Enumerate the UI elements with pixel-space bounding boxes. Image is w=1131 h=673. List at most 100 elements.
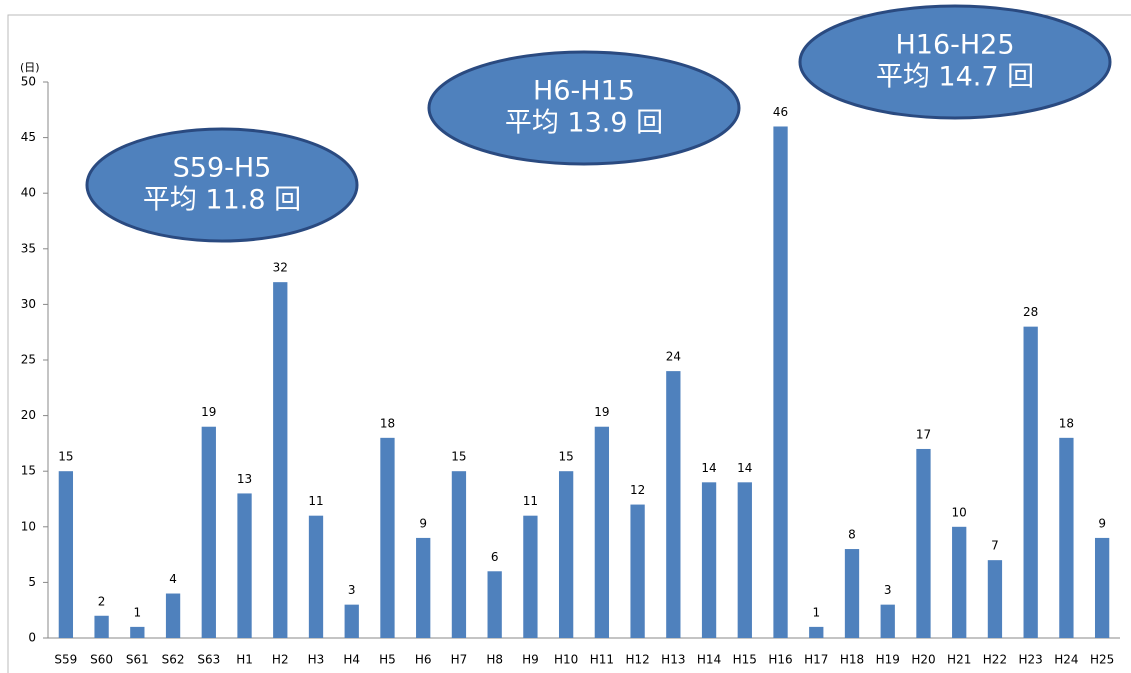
annotation-bubble bbox=[798, 4, 1112, 120]
x-tick-label: H10 bbox=[554, 653, 578, 667]
bar bbox=[916, 448, 931, 638]
x-tick-label: H15 bbox=[733, 653, 757, 667]
data-label: 12 bbox=[630, 483, 645, 497]
data-label: 1 bbox=[812, 605, 820, 619]
y-tick-label: 35 bbox=[21, 241, 36, 255]
y-tick-label: 45 bbox=[21, 130, 36, 144]
bar bbox=[380, 437, 395, 638]
x-tick-label: H9 bbox=[522, 653, 539, 667]
x-tick-label: H7 bbox=[451, 653, 468, 667]
x-tick-label: H16 bbox=[768, 653, 792, 667]
data-label: 32 bbox=[273, 261, 288, 275]
x-tick-label: H23 bbox=[1019, 653, 1043, 667]
bar bbox=[809, 626, 824, 638]
x-tick-label: H2 bbox=[272, 653, 289, 667]
data-label: 13 bbox=[237, 472, 252, 486]
bar bbox=[273, 282, 288, 638]
bar bbox=[130, 626, 145, 638]
data-label: 15 bbox=[58, 450, 73, 464]
bar bbox=[701, 482, 717, 638]
y-axis-unit: (日) bbox=[20, 61, 40, 74]
data-label: 14 bbox=[737, 461, 752, 475]
x-tick-label: H1 bbox=[236, 653, 253, 667]
x-tick-label: H6 bbox=[415, 653, 432, 667]
bar bbox=[880, 604, 895, 638]
bar bbox=[558, 471, 574, 638]
x-tick-label: H13 bbox=[661, 653, 685, 667]
data-label: 10 bbox=[952, 505, 967, 519]
bar bbox=[630, 504, 645, 638]
x-tick-label: H14 bbox=[697, 653, 721, 667]
annotation-text: H6-H15 bbox=[533, 76, 635, 107]
bar bbox=[594, 426, 610, 638]
bar bbox=[1023, 326, 1038, 638]
x-tick-label: H25 bbox=[1090, 653, 1114, 667]
bar bbox=[237, 493, 252, 638]
data-label: 11 bbox=[308, 494, 323, 508]
data-label: 17 bbox=[916, 427, 931, 441]
x-tick-label: H12 bbox=[625, 653, 649, 667]
y-tick-label: 0 bbox=[28, 631, 36, 645]
y-tick-label: 30 bbox=[21, 297, 36, 311]
x-tick-label: H22 bbox=[983, 653, 1007, 667]
data-label: 9 bbox=[1098, 516, 1106, 530]
bar bbox=[94, 615, 109, 638]
bar bbox=[1094, 537, 1110, 638]
x-tick-label: H17 bbox=[804, 653, 828, 667]
annotation-text: H16-H25 bbox=[895, 30, 1014, 61]
annotation-text: S59-H5 bbox=[173, 153, 272, 184]
data-label: 1 bbox=[134, 605, 142, 619]
x-tick-label: S63 bbox=[197, 653, 220, 667]
x-tick-label: S59 bbox=[54, 653, 77, 667]
y-tick-label: 25 bbox=[21, 353, 36, 367]
annotation-text: 平均 14.7 回 bbox=[876, 62, 1034, 93]
x-tick-label: H20 bbox=[911, 653, 935, 667]
bar bbox=[737, 482, 752, 638]
x-tick-label: H4 bbox=[343, 653, 360, 667]
x-tick-label: H24 bbox=[1054, 653, 1078, 667]
x-tick-label: H3 bbox=[308, 653, 325, 667]
x-tick-label: S61 bbox=[126, 653, 149, 667]
data-label: 15 bbox=[451, 450, 466, 464]
y-tick-label: 10 bbox=[21, 519, 36, 533]
bar bbox=[523, 515, 538, 638]
data-label: 18 bbox=[1059, 416, 1074, 430]
data-label: 28 bbox=[1023, 305, 1038, 319]
x-tick-label: H8 bbox=[486, 653, 503, 667]
data-label: 7 bbox=[991, 539, 999, 553]
y-tick-label: 50 bbox=[21, 75, 36, 89]
x-tick-label: H18 bbox=[840, 653, 864, 667]
data-label: 46 bbox=[773, 105, 788, 119]
data-label: 8 bbox=[848, 528, 856, 542]
data-label: 11 bbox=[523, 494, 538, 508]
data-label: 3 bbox=[348, 583, 356, 597]
chart-frame bbox=[7, 14, 1131, 673]
y-tick-label: 40 bbox=[21, 186, 36, 200]
bar bbox=[844, 549, 860, 638]
x-tick-label: H19 bbox=[876, 653, 900, 667]
data-label: 9 bbox=[419, 516, 427, 530]
x-tick-label: H21 bbox=[947, 653, 971, 667]
bar bbox=[308, 515, 324, 638]
data-label: 14 bbox=[701, 461, 716, 475]
annotation-bubble bbox=[427, 50, 741, 166]
bar bbox=[451, 471, 467, 638]
bar bbox=[952, 526, 967, 638]
bar bbox=[344, 604, 359, 638]
bar bbox=[58, 471, 74, 638]
data-label: 2 bbox=[98, 594, 106, 608]
x-tick-label: S62 bbox=[162, 653, 185, 667]
bar bbox=[165, 593, 181, 638]
annotation-text: 平均 11.8 回 bbox=[143, 185, 301, 216]
bar bbox=[201, 426, 216, 638]
y-tick-label: 15 bbox=[21, 464, 36, 478]
y-tick-label: 20 bbox=[21, 408, 36, 422]
data-label: 18 bbox=[380, 416, 395, 430]
data-label: 19 bbox=[594, 405, 609, 419]
bar bbox=[666, 371, 681, 638]
bar bbox=[987, 560, 1003, 638]
data-label: 3 bbox=[884, 583, 892, 597]
x-tick-label: H5 bbox=[379, 653, 396, 667]
x-tick-label: S60 bbox=[90, 653, 113, 667]
